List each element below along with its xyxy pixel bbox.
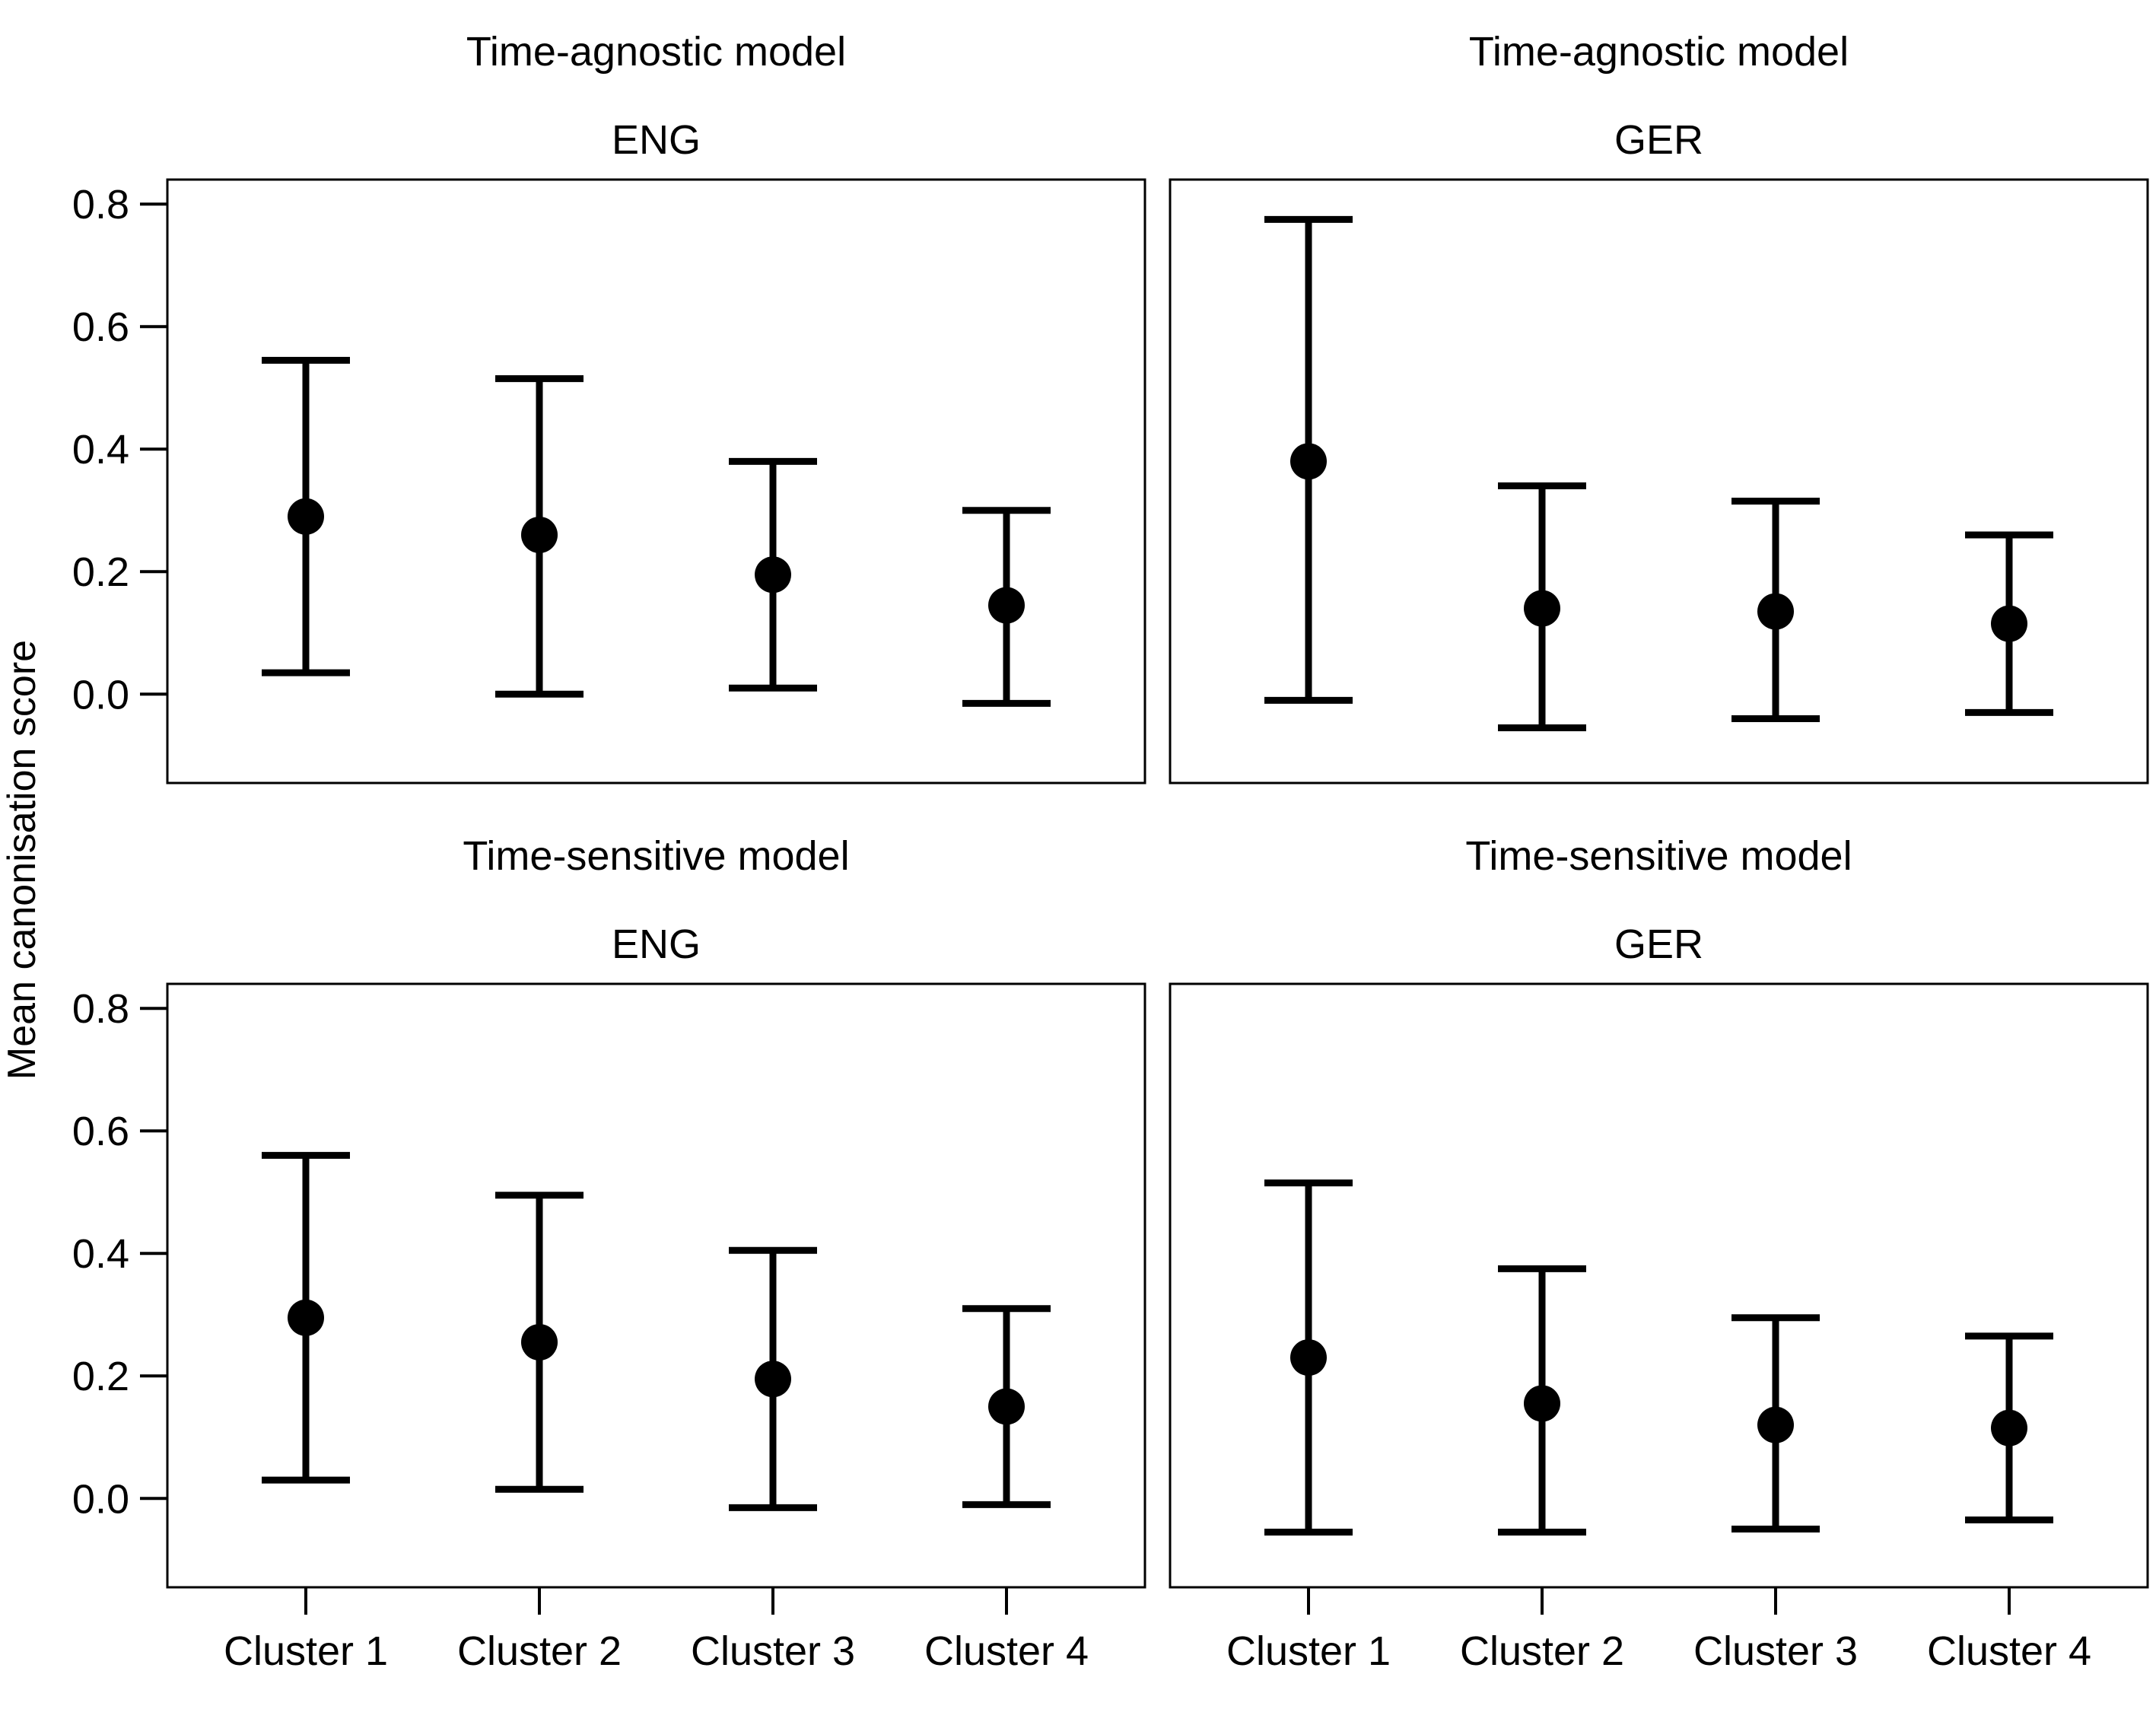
panel-agnostic-ger: Time-agnostic model GER	[1169, 29, 2149, 785]
x-tick-label: Cluster 3	[691, 1628, 855, 1674]
panel-sensitive-ger: Time-sensitive model GER Cluster 1 Cluster …	[1169, 833, 2149, 1674]
x-tick-label: Cluster 4	[924, 1628, 1089, 1674]
mean-point-cluster-1	[288, 1299, 324, 1336]
y-tick-label: 0.6	[72, 304, 129, 350]
y-tick-label: 0.6	[72, 1109, 129, 1154]
mean-point-cluster-1	[1290, 443, 1327, 480]
panel-frame	[1169, 982, 2149, 1589]
panels: Time-agnostic modelENG0.00.20.40.60.8Tim…	[72, 29, 2149, 1674]
mean-point-cluster-2	[1524, 590, 1560, 627]
mean-point-cluster-2	[1524, 1385, 1560, 1422]
mean-point-cluster-4	[1991, 605, 2027, 642]
y-tick-label: 0.8	[72, 182, 129, 228]
y-tick-label: 0.4	[72, 427, 129, 473]
y-axis-label: Mean canonisation score	[0, 640, 44, 1080]
mean-point-cluster-4	[988, 1388, 1025, 1425]
mean-point-cluster-4	[1991, 1409, 2027, 1447]
panel-subtitle: GER	[1614, 921, 1703, 967]
x-tick-label: Cluster 1	[1226, 1628, 1391, 1674]
panel-subtitle: ENG	[612, 117, 701, 163]
panel-title: Time-agnostic model	[1469, 29, 1849, 75]
x-tick-label: Cluster 2	[457, 1628, 622, 1674]
y-tick-label: 0.8	[72, 986, 129, 1032]
panel-sensitive-eng: Time-sensitive model ENG 0.0 0.2 0.4 0.6 0.8 Cl…	[72, 833, 1146, 1674]
mean-point-cluster-2	[521, 1323, 558, 1361]
x-tick-label: Cluster 1	[224, 1628, 388, 1674]
panel-frame	[166, 178, 1146, 785]
x-tick-label: Cluster 2	[1460, 1628, 1624, 1674]
y-tick-label: 0.2	[72, 1354, 129, 1399]
panel-agnostic-eng: Time-agnostic model ENG 0.0 0.2 0.4 0.6 0.8	[72, 29, 1146, 785]
panel-frame	[166, 982, 1146, 1589]
panel-frame	[1169, 178, 2149, 785]
mean-point-cluster-2	[521, 516, 558, 553]
mean-point-cluster-3	[755, 556, 791, 594]
mean-point-cluster-3	[755, 1361, 791, 1398]
x-tick-label: Cluster 3	[1693, 1628, 1858, 1674]
mean-point-cluster-1	[288, 498, 324, 535]
panel-title: Time-agnostic model	[466, 29, 846, 75]
panel-subtitle: GER	[1614, 117, 1703, 163]
mean-point-cluster-3	[1757, 1406, 1794, 1443]
panel-subtitle: ENG	[612, 921, 701, 967]
y-tick-label: 0.2	[72, 549, 129, 595]
panel-title: Time-sensitive model	[463, 833, 849, 879]
y-tick-label: 0.0	[72, 672, 129, 718]
mean-point-cluster-4	[988, 587, 1025, 624]
y-tick-label: 0.4	[72, 1231, 129, 1277]
mean-point-cluster-1	[1290, 1339, 1327, 1376]
y-tick-label: 0.0	[72, 1476, 129, 1522]
x-tick-label: Cluster 4	[1927, 1628, 2091, 1674]
mean-point-cluster-3	[1757, 593, 1794, 630]
panel-title: Time-sensitive model	[1465, 833, 1852, 879]
